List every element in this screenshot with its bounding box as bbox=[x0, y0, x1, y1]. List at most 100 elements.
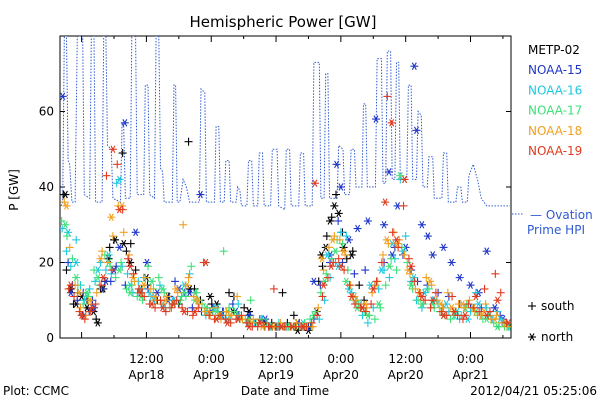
point-noaa-19-south bbox=[394, 243, 403, 252]
x-tick-label-time: 12:00 bbox=[259, 352, 294, 366]
point-noaa-16-south bbox=[60, 224, 67, 233]
point-noaa-19-south bbox=[86, 307, 95, 316]
point-noaa-19-north bbox=[158, 304, 167, 312]
point-noaa-19-north bbox=[137, 288, 146, 297]
point-noaa-19-south bbox=[469, 303, 478, 312]
point-noaa-19-north bbox=[223, 319, 232, 327]
point-noaa-17-south bbox=[306, 315, 315, 324]
point-noaa-19-south bbox=[388, 228, 397, 237]
point-metp-02-north bbox=[185, 285, 194, 293]
point-noaa-18-south bbox=[351, 296, 360, 305]
point-noaa-17-south bbox=[68, 254, 77, 263]
point-noaa-19-south bbox=[475, 307, 484, 316]
point-noaa-18-south bbox=[211, 303, 220, 312]
point-noaa-19-south bbox=[215, 311, 224, 320]
marker-legend-plus-symbol bbox=[528, 302, 536, 310]
point-noaa-18-north bbox=[85, 296, 94, 305]
point-noaa-18-south bbox=[314, 303, 323, 312]
legend-entry: NOAA-17 bbox=[528, 104, 582, 118]
point-noaa-19-south bbox=[151, 303, 160, 312]
point-noaa-19-south bbox=[307, 318, 316, 327]
point-noaa-18-south bbox=[422, 273, 431, 282]
point-noaa-19-north bbox=[126, 262, 135, 271]
point-noaa-19-north bbox=[336, 262, 345, 271]
point-noaa-18-south bbox=[179, 220, 188, 229]
plot-timestamp: 2012/04/21 05:25:06 bbox=[470, 384, 597, 398]
point-noaa-16-south bbox=[91, 277, 100, 286]
point-noaa-18-south bbox=[162, 292, 171, 301]
point-noaa-15-north bbox=[439, 243, 448, 252]
point-noaa-19-south bbox=[167, 303, 176, 312]
point-noaa-17-south bbox=[327, 254, 336, 263]
legend-entry: METP-02 bbox=[528, 43, 580, 57]
point-noaa-17-south bbox=[181, 292, 190, 301]
legend-entry: NOAA-19 bbox=[528, 144, 582, 158]
point-noaa-19-south bbox=[329, 258, 338, 267]
point-noaa-19-south bbox=[102, 171, 111, 180]
point-noaa-18-north bbox=[226, 311, 235, 320]
point-noaa-16-south bbox=[336, 228, 345, 237]
point-noaa-16-south bbox=[363, 318, 372, 327]
point-noaa-19-south bbox=[161, 307, 170, 316]
point-noaa-19-south bbox=[453, 311, 462, 320]
point-noaa-17-south bbox=[446, 315, 455, 324]
marker-legend-label: north bbox=[541, 330, 573, 344]
point-metp-02-north bbox=[326, 217, 335, 225]
point-noaa-18-north bbox=[490, 315, 499, 323]
point-noaa-19-south bbox=[313, 311, 322, 320]
point-metp-02-north bbox=[119, 239, 128, 248]
x-tick-label-date: Apr19 bbox=[258, 368, 294, 382]
x-tick-label-date: Apr19 bbox=[193, 368, 229, 382]
chart-legend: METP-02 NOAA-15 NOAA-16 NOAA-17 NOAA-18 NOAA-… bbox=[528, 43, 582, 158]
point-noaa-18-north bbox=[150, 292, 159, 301]
point-noaa-19-north bbox=[461, 311, 470, 320]
point-noaa-15-north bbox=[447, 258, 456, 267]
point-noaa-16-south bbox=[315, 315, 324, 324]
point-noaa-18-north bbox=[62, 202, 71, 210]
point-noaa-18-south bbox=[249, 315, 258, 324]
point-noaa-19-south bbox=[318, 292, 327, 301]
point-noaa-19-south bbox=[188, 311, 197, 320]
point-noaa-19-south bbox=[415, 288, 424, 297]
point-metp-02-south bbox=[332, 190, 341, 199]
point-noaa-15-north bbox=[120, 119, 129, 127]
point-noaa-18-south bbox=[324, 243, 333, 252]
point-noaa-18-south bbox=[189, 292, 198, 301]
point-noaa-19-south bbox=[334, 254, 343, 263]
point-noaa-19-north bbox=[319, 281, 328, 289]
point-noaa-17-north bbox=[201, 304, 210, 312]
point-noaa-19-south bbox=[194, 303, 203, 312]
point-metp-02-north bbox=[61, 190, 70, 199]
y-tick-label: 0 bbox=[46, 331, 54, 345]
point-noaa-19-north bbox=[504, 319, 511, 327]
point-noaa-19-north bbox=[400, 175, 409, 184]
point-noaa-19-south bbox=[383, 92, 392, 101]
point-noaa-18-north bbox=[339, 247, 348, 255]
point-noaa-17-north bbox=[385, 262, 394, 271]
point-metp-02-north bbox=[334, 209, 343, 218]
point-noaa-19-south bbox=[134, 284, 143, 293]
point-noaa-16-south bbox=[320, 296, 329, 305]
point-noaa-19-south bbox=[205, 311, 214, 320]
point-metp-02-south bbox=[118, 149, 127, 158]
point-noaa-18-south bbox=[130, 277, 139, 286]
point-noaa-17-south bbox=[144, 262, 153, 271]
point-noaa-19-south bbox=[113, 160, 122, 169]
point-metp-02-north bbox=[339, 243, 348, 252]
x-axis-label: Date and Time bbox=[241, 384, 329, 398]
point-noaa-17-north bbox=[493, 322, 502, 331]
point-noaa-19-south bbox=[496, 288, 505, 297]
y-axis: 0 20 40 60 bbox=[39, 105, 511, 345]
point-noaa-18-south bbox=[400, 250, 409, 259]
point-noaa-19-north bbox=[327, 262, 336, 271]
point-noaa-19-north bbox=[428, 296, 437, 305]
point-noaa-18-south bbox=[492, 311, 501, 320]
point-noaa-16-south bbox=[85, 284, 94, 293]
point-noaa-16-south bbox=[118, 262, 127, 271]
point-noaa-16-south bbox=[493, 307, 502, 316]
point-noaa-18-north bbox=[182, 281, 191, 289]
point-noaa-18-south bbox=[460, 303, 469, 312]
point-noaa-19-north bbox=[381, 198, 390, 206]
point-noaa-17-north bbox=[374, 300, 383, 308]
point-noaa-18-south bbox=[119, 228, 128, 237]
